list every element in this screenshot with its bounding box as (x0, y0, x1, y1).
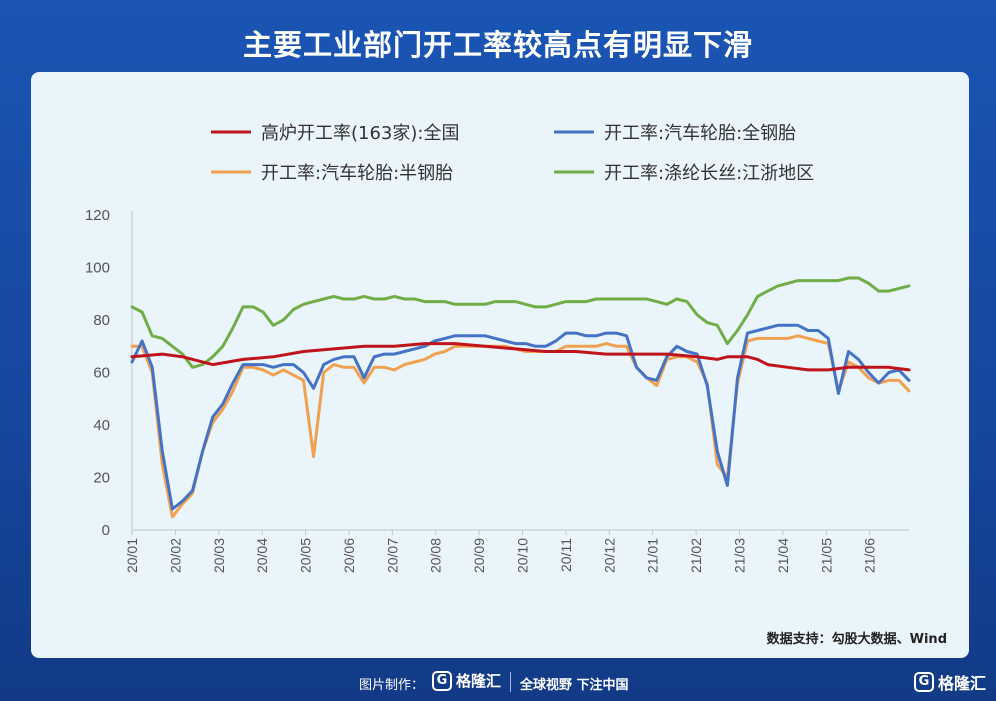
series-line-1 (130, 342, 911, 372)
series-line-3 (130, 334, 911, 519)
y-tick-label: 100 (85, 260, 110, 277)
x-tick-label: 21/05 (818, 538, 834, 573)
x-tick-label: 20/06 (341, 538, 357, 573)
x-tick-label: 21/01 (645, 538, 661, 573)
corner-brand-name: 格隆汇 (937, 674, 986, 693)
legend-label-2: 开工率:汽车轮胎:全钢胎 (604, 123, 796, 144)
series-line-4 (130, 276, 911, 369)
footer-divider (510, 672, 511, 692)
y-tick-label: 60 (93, 365, 110, 382)
footer-brand-name: 格隆汇 (456, 672, 502, 690)
x-tick-label: 21/06 (862, 538, 878, 573)
x-tick-label: 20/04 (254, 538, 270, 573)
x-tick-label: 20/08 (428, 538, 444, 573)
x-tick-label: 20/11 (558, 538, 574, 572)
x-tick-label: 21/04 (775, 538, 791, 573)
y-tick-label: 120 (85, 207, 110, 224)
x-tick-label: 20/05 (298, 538, 314, 573)
x-tick-label: 20/12 (601, 538, 617, 573)
data-source: 数据支持：勾股大数据、Wind (766, 632, 947, 647)
gelonghui-logo-icon: G (432, 670, 452, 691)
x-tick-label: 20/03 (211, 538, 227, 573)
x-tick-label: 20/01 (124, 538, 140, 573)
legend-label-1: 高炉开工率(163家):全国 (261, 123, 459, 144)
y-tick-label: 80 (93, 312, 110, 329)
chart-panel: 0 20 40 60 80 100 120 20/01 20/02 20/03 20/04 20/05… (31, 72, 969, 658)
x-tick-label: 21/02 (688, 538, 704, 573)
corner-logo-icon: G (913, 672, 934, 692)
page-title: 主要工业部门开工率较高点有明显下滑 (242, 28, 753, 62)
legend-label-3: 开工率:汽车轮胎:半钢胎 (261, 163, 453, 184)
series-line-2 (130, 323, 911, 511)
x-tick-label: 20/10 (515, 538, 531, 573)
footer-bar: 图片制作： G 格隆汇 全球视野 下注中国 G 格隆汇 (0, 664, 996, 701)
x-tick-label: 21/03 (731, 538, 747, 573)
y-tick-label: 0 (102, 522, 110, 539)
y-tick-label: 40 (93, 417, 110, 434)
corner-brand: G 格隆汇 (913, 670, 986, 694)
x-tick-label: 20/07 (384, 538, 400, 573)
footer-brand: G 格隆汇 (432, 670, 501, 691)
x-tick-label: 20/09 (471, 538, 487, 573)
x-tick-label: 20/02 (167, 538, 183, 573)
y-tick-label: 20 (93, 470, 110, 487)
footer-slogan: 全球视野 下注中国 (520, 678, 629, 693)
line-chart: 0 20 40 60 80 100 120 20/01 20/02 20/03 20/04 20/05… (85, 123, 911, 573)
made-by-label: 图片制作： (359, 678, 425, 693)
legend-label-4: 开工率:涤纶长丝:江浙地区 (604, 163, 814, 184)
